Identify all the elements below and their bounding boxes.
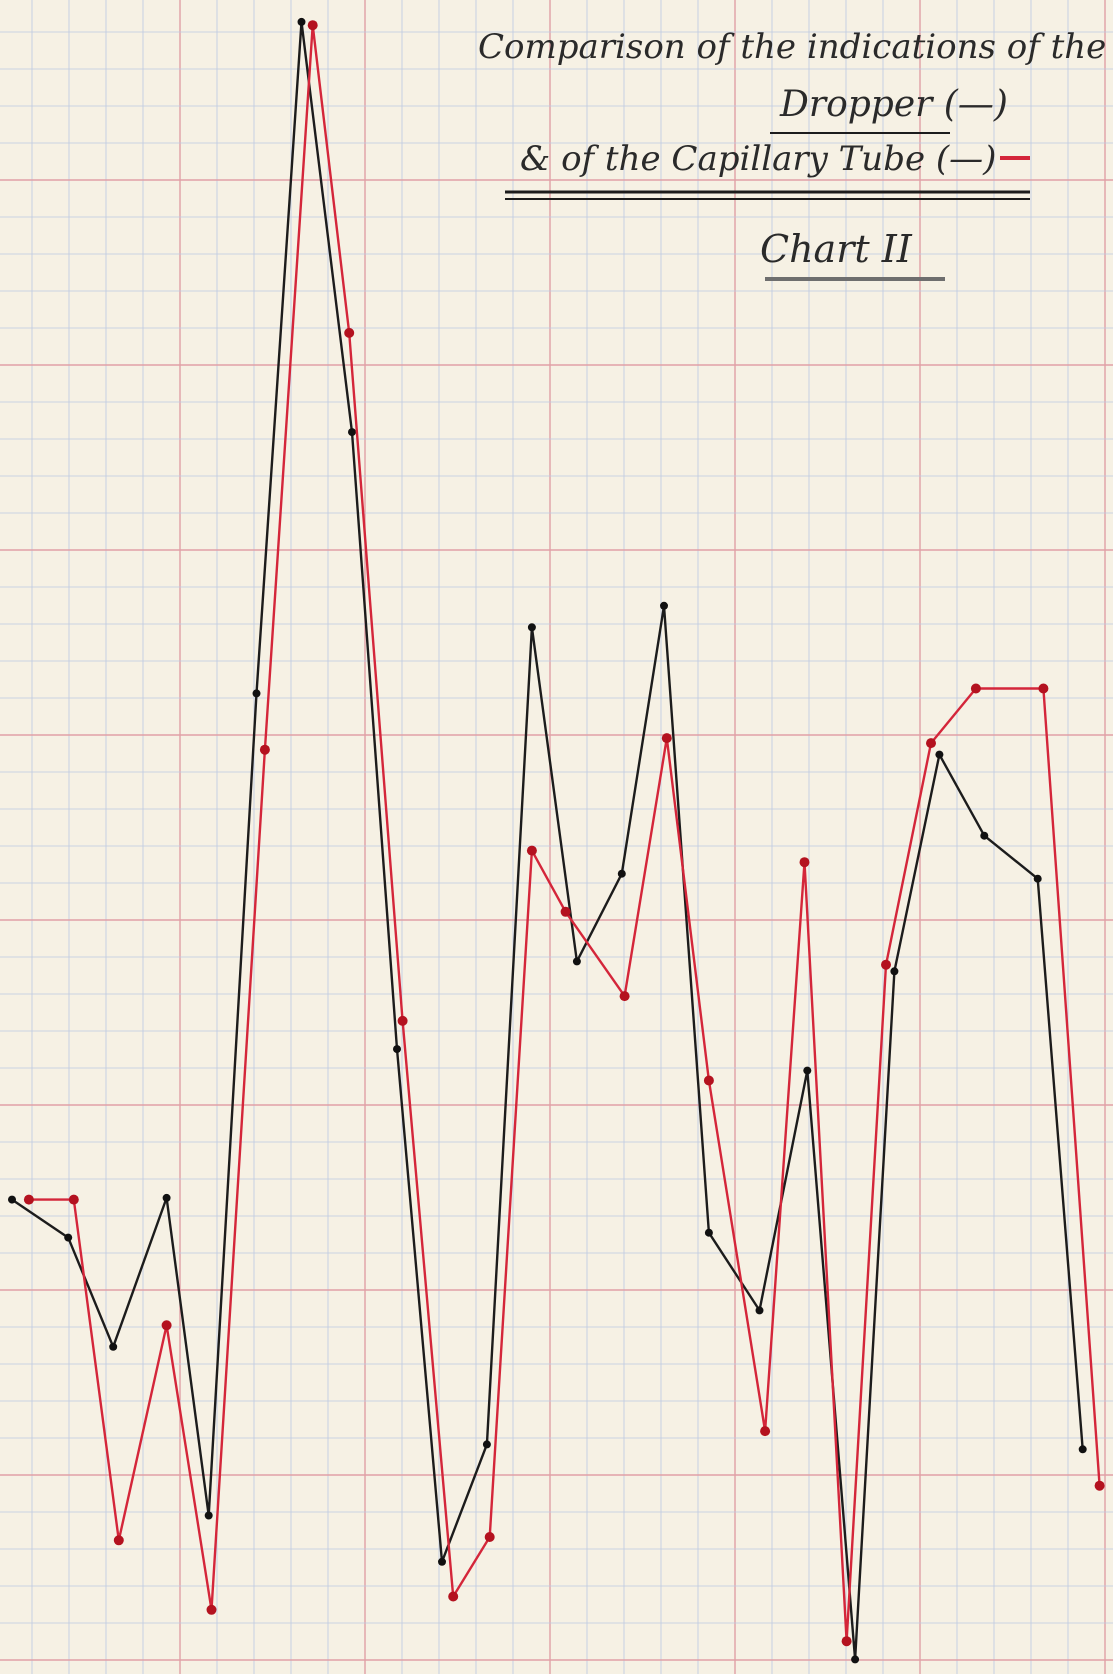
data-point-dropper-15 <box>704 1228 713 1237</box>
data-point-capillary-tube-3 <box>161 1320 172 1331</box>
data-point-capillary-tube-23 <box>1094 1480 1105 1491</box>
chart-title-line-1: Comparison of the indications of the <box>478 27 1106 67</box>
data-point-dropper-19 <box>890 967 899 976</box>
data-point-capillary-tube-17 <box>799 857 810 868</box>
chart-title-line-3: & of the Capillary Tube (—) <box>520 139 996 179</box>
series-line-capillary-tube <box>28 24 1101 1643</box>
data-point-dropper-8 <box>393 1045 401 1054</box>
data-point-capillary-tube-11 <box>526 845 537 856</box>
data-point-capillary-tube-1 <box>68 1194 79 1205</box>
data-point-capillary-tube-7 <box>344 327 355 338</box>
data-point-capillary-tube-0 <box>23 1194 34 1205</box>
series-line-dropper <box>11 20 1084 1661</box>
data-point-dropper-0 <box>8 1195 16 1204</box>
data-point-capillary-tube-4 <box>206 1604 217 1615</box>
data-point-dropper-17 <box>803 1066 812 1075</box>
data-point-capillary-tube-20 <box>926 738 936 749</box>
data-point-dropper-18 <box>851 1655 860 1664</box>
data-point-capillary-tube-6 <box>307 20 318 31</box>
data-point-dropper-9 <box>438 1557 446 1566</box>
data-point-capillary-tube-19 <box>881 959 891 970</box>
data-point-capillary-tube-10 <box>484 1532 495 1542</box>
data-point-capillary-tube-8 <box>397 1015 408 1026</box>
title-block: Comparison of the indications of the Dro… <box>478 27 1106 281</box>
data-point-dropper-14 <box>660 601 668 610</box>
data-point-capillary-tube-9 <box>448 1591 459 1602</box>
data-point-dropper-11 <box>527 623 536 632</box>
data-point-dropper-22 <box>1033 874 1042 883</box>
series-layer <box>8 17 1105 1664</box>
data-point-capillary-tube-2 <box>113 1535 124 1546</box>
data-point-dropper-2 <box>109 1342 118 1351</box>
data-point-dropper-10 <box>482 1440 491 1449</box>
data-point-dropper-5 <box>252 689 261 698</box>
chart-subtitle: Chart II <box>760 227 913 271</box>
data-point-capillary-tube-21 <box>970 683 981 694</box>
data-point-dropper-7 <box>348 428 356 437</box>
data-point-capillary-tube-16 <box>760 1426 771 1437</box>
data-point-dropper-23 <box>1078 1445 1087 1454</box>
data-point-dropper-13 <box>617 869 626 878</box>
data-point-dropper-21 <box>980 831 989 840</box>
data-point-capillary-tube-14 <box>661 733 672 744</box>
chart-title-line-2: Dropper (—) <box>779 84 1008 125</box>
data-point-capillary-tube-5 <box>259 744 270 755</box>
data-point-dropper-4 <box>204 1511 213 1520</box>
data-point-capillary-tube-13 <box>619 991 630 1002</box>
data-point-capillary-tube-15 <box>703 1075 714 1086</box>
data-point-capillary-tube-18 <box>841 1636 852 1647</box>
data-point-dropper-1 <box>64 1233 73 1242</box>
data-point-dropper-12 <box>572 957 581 966</box>
data-point-dropper-6 <box>297 17 306 26</box>
data-point-dropper-16 <box>755 1306 764 1315</box>
data-point-capillary-tube-22 <box>1038 683 1049 694</box>
data-point-dropper-3 <box>162 1193 171 1202</box>
data-point-capillary-tube-12 <box>560 906 571 917</box>
data-point-dropper-20 <box>935 750 944 759</box>
